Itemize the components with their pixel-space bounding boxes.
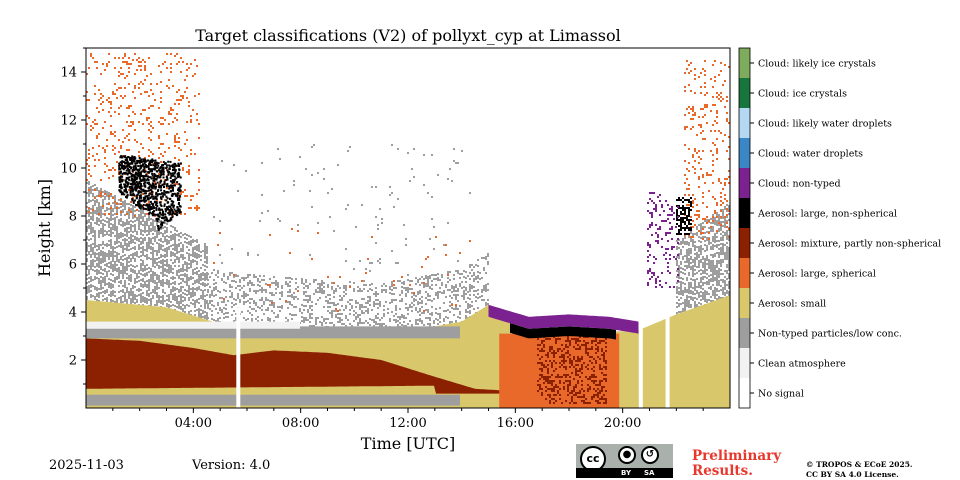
legend-swatch (739, 108, 750, 138)
y-tick-label: 10 (60, 162, 77, 177)
dust-plume (118, 155, 182, 231)
legend-swatch (739, 48, 750, 78)
bottom-grey-band (86, 394, 460, 406)
nontyped-band (86, 326, 460, 339)
y-tick-label: 2 (69, 354, 77, 369)
legend-label: Non-typed particles/low conc. (758, 329, 902, 340)
date-label: 2025-11-03 (49, 458, 124, 473)
person-icon: ● (618, 446, 636, 464)
x-tick-label: 20:00 (604, 416, 641, 431)
preliminary-line-2: Results. (692, 463, 753, 479)
y-tick-label: 8 (69, 210, 77, 225)
cc-mark-text: cc (586, 452, 600, 465)
legend-colorbar: Cloud: likely ice crystals Cloud: ice cry… (738, 47, 941, 409)
y-axis-label: Height [km] (35, 179, 54, 277)
x-tick-label: 12:00 (389, 416, 426, 431)
legend-label: Cloud: water droplets (758, 149, 863, 160)
legend-frame (738, 47, 751, 409)
legend-swatch (739, 348, 750, 378)
legend-swatch (739, 168, 750, 198)
mixture-streaks (537, 336, 607, 404)
legend-label: Aerosol: large, non-spherical (757, 209, 897, 220)
legend-label: Aerosol: mixture, partly non-spherical (757, 239, 941, 250)
noise-grey-mid (207, 253, 489, 337)
black-aerosol-layer (510, 323, 616, 340)
x-axis-label: Time [UTC] (361, 434, 455, 453)
cc-sa-label: SA (644, 469, 655, 477)
cc-by-label: BY (621, 469, 632, 477)
legend-swatch (739, 318, 750, 348)
y-tick-label: 4 (69, 306, 77, 321)
copyright-note: © TROPOS & ECoE 2025. CC BY SA 4.0 Licen… (806, 460, 913, 480)
legend-swatch (739, 78, 750, 108)
dust-right (676, 197, 692, 235)
noise-sparse-mid (213, 144, 473, 288)
y-tick-label: 14 (60, 66, 77, 81)
cloud-nontyped-layer (488, 304, 639, 334)
legend-label: Clean atmosphere (758, 359, 846, 370)
y-axis: 2 4 6 8 10 12 14 (60, 47, 86, 385)
plot-area (86, 53, 730, 408)
signal-gap (665, 288, 670, 408)
legend-swatch (739, 228, 750, 258)
x-tick-label: 16:00 (497, 416, 534, 431)
copyright-line-1: © TROPOS & ECoE 2025. (806, 460, 913, 469)
copyright-line-2: CC BY SA 4.0 License. (806, 470, 899, 479)
noise-grey-right (676, 204, 730, 316)
noise-orange-right (684, 60, 730, 240)
legend-swatch (739, 138, 750, 168)
legend-label: Aerosol: large, spherical (757, 269, 876, 280)
x-tick-label: 08:00 (282, 416, 319, 431)
legend-swatch (739, 378, 750, 408)
legend-label: No signal (758, 389, 804, 400)
legend-label: Cloud: ice crystals (758, 89, 847, 100)
y-tick-label: 6 (69, 258, 77, 273)
legend-swatch (739, 258, 750, 288)
clean-band (86, 321, 300, 329)
cloud-purple-right (647, 192, 679, 288)
chart-title: Target classifications (V2) of pollyxt_c… (195, 26, 621, 45)
preliminary-results-note: Preliminary Results. (692, 449, 781, 479)
legend-swatch (739, 198, 750, 228)
legend-label: Cloud: likely water droplets (758, 119, 892, 130)
preliminary-line-1: Preliminary (692, 448, 782, 464)
x-tick-label: 04:00 (175, 416, 212, 431)
signal-gap (638, 288, 643, 408)
legend-swatch (739, 288, 750, 318)
legend-label: Aerosol: small (757, 299, 826, 310)
version-label: Version: 4.0 (192, 458, 271, 473)
noise-orange-mid (213, 228, 471, 312)
share-alike-icon: ↺ (641, 446, 659, 464)
legend-label: Cloud: likely ice crystals (758, 59, 876, 70)
signal-gap (236, 307, 241, 408)
legend-label: Cloud: non-typed (758, 179, 841, 190)
aerosol-mixture-layer (86, 338, 542, 399)
cc-label-strip: BY SA (576, 468, 673, 478)
y-tick-label: 12 (60, 114, 77, 129)
cc-license-badge: cc ● ↺ BY SA (576, 444, 673, 478)
x-axis: 04:00 08:00 12:00 16:00 20:00 (112, 408, 704, 431)
noise-grey-upper (86, 181, 208, 320)
